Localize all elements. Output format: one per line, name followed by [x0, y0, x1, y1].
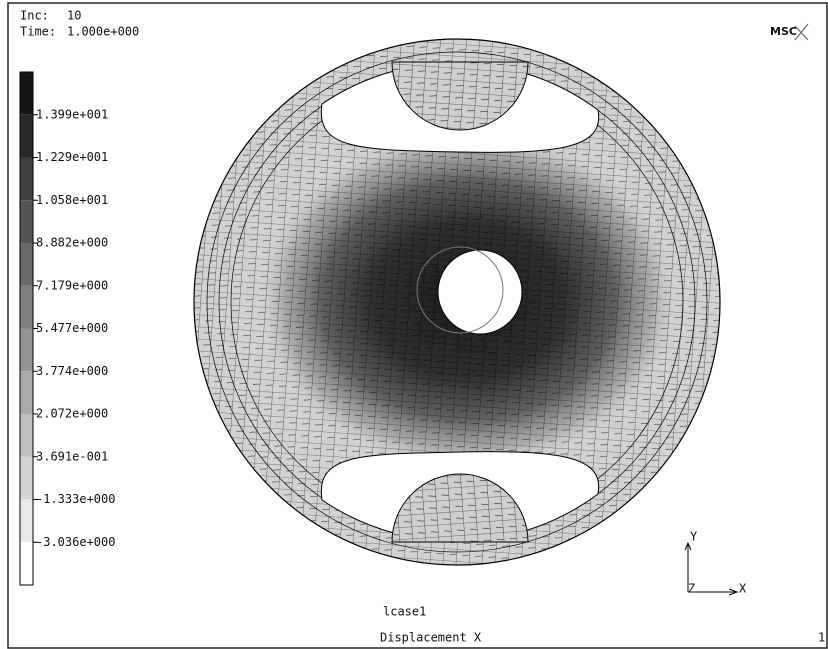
legend-label: 5.477e+000 [36, 321, 108, 335]
legend-band [20, 286, 33, 329]
triad-y: Y [690, 530, 698, 544]
legend-band [20, 457, 33, 500]
inc-value: 10 [67, 9, 81, 23]
legend-label: 2.072e+000 [36, 407, 108, 421]
legend-band [20, 371, 33, 414]
time-label: Time: [20, 25, 56, 39]
page-number: 1 [818, 631, 825, 645]
loadcase: lcase1 [383, 605, 426, 619]
viewport: 1.399e+001 1.229e+001 1.058e+001 8.882e+000… [0, 0, 828, 649]
legend-band [20, 115, 33, 158]
legend-label: 1.399e+001 [36, 107, 108, 121]
legend-band [20, 200, 33, 243]
legend-band [20, 414, 33, 457]
legend-band [20, 500, 33, 543]
legend-label: 8.882e+000 [36, 236, 108, 250]
legend-band [20, 243, 33, 286]
triad-z: Z [688, 582, 695, 596]
legend-band [20, 158, 33, 201]
legend-label: -1.333e+000 [36, 492, 115, 506]
legend-band [20, 72, 33, 115]
inc-label: Inc: [20, 9, 49, 23]
time-value: 1.000e+000 [67, 25, 139, 39]
logo: MSC [770, 25, 797, 38]
legend-label: 7.179e+000 [36, 278, 108, 292]
legend-label: 3.774e+000 [36, 364, 108, 378]
legend-band [20, 542, 33, 585]
legend-label: -3.036e+000 [36, 535, 115, 549]
triad-x: X [739, 582, 747, 596]
legend-label: 3.691e-001 [36, 449, 108, 463]
legend-band [20, 329, 33, 372]
quantity: Displacement X [380, 631, 482, 645]
legend-label: 1.229e+001 [36, 150, 108, 164]
legend-label: 1.058e+001 [36, 193, 108, 207]
